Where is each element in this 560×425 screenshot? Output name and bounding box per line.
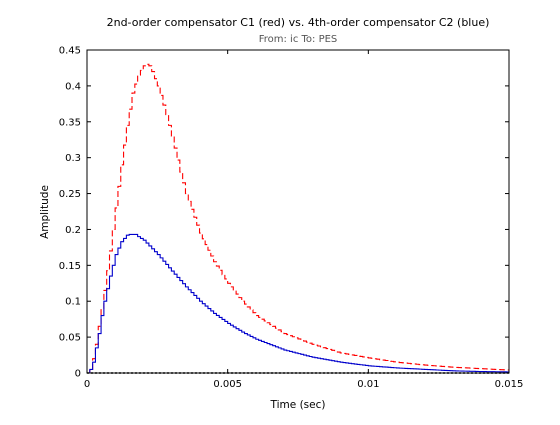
x-tick-label: 0.01 (357, 379, 379, 390)
y-tick-label: 0.25 (59, 189, 81, 200)
y-tick-label: 0.3 (65, 153, 81, 164)
chart-subtitle: From: ic To: PES (259, 34, 338, 45)
y-tick-label: 0.4 (65, 81, 81, 92)
series-line-2 (87, 233, 510, 374)
y-tick-label: 0.45 (59, 46, 81, 57)
series-layer (87, 63, 510, 374)
chart-title: 2nd-order compensator C1 (red) vs. 4th-o… (107, 16, 490, 29)
x-axis-label: Time (sec) (270, 399, 326, 411)
y-tick-label: 0.15 (59, 261, 81, 272)
y-axis-label: Amplitude (39, 185, 51, 239)
axes-box (86, 49, 510, 374)
y-tick-label: 0.1 (65, 297, 81, 308)
y-axis: 0 0.05 0.1 0.15 0.2 0.25 0.3 0.35 0.4 0.45 (59, 46, 509, 380)
x-tick-label: 0.015 (495, 379, 524, 390)
series-line-1 (87, 63, 510, 374)
x-tick-label: 0.005 (213, 379, 242, 390)
x-axis: 0 0.005 0.01 0.015 (84, 50, 524, 390)
plot-area (87, 50, 509, 373)
x-tick-label: 0 (84, 379, 90, 390)
y-tick-label: 0.35 (59, 117, 81, 128)
y-tick-label: 0 (75, 369, 81, 380)
y-tick-label: 0.05 (59, 333, 81, 344)
y-tick-label: 0.2 (65, 225, 81, 236)
